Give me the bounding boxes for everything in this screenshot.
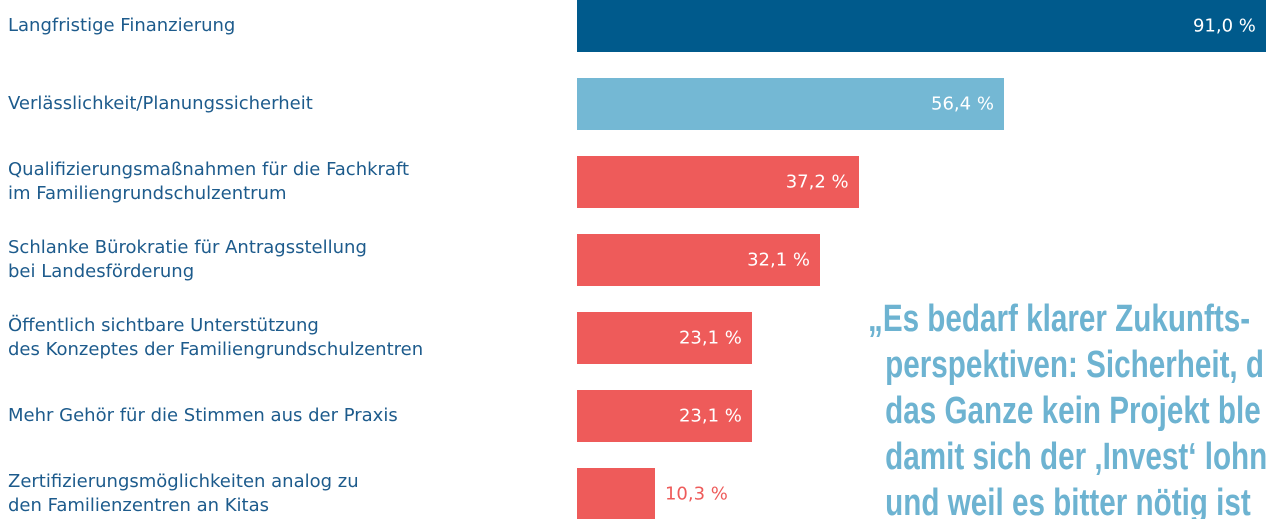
value-label: 37,2 %	[785, 171, 849, 193]
category-label: Schlanke Bürokratie für Antragsstellung …	[8, 237, 367, 282]
bar	[577, 0, 1266, 52]
bar	[577, 78, 1004, 130]
quote: „Es bedarf klarer Zukunfts-perspektiven:…	[868, 296, 1266, 519]
value-label: 10,3 %	[664, 483, 728, 505]
quote-line: damit sich der ‚Invest‘ lohn	[885, 436, 1266, 478]
value-label: 56,4 %	[931, 93, 994, 115]
bar	[577, 312, 752, 364]
value-label: 32,1 %	[747, 249, 810, 271]
value-label: 23,1 %	[678, 327, 742, 349]
bar	[577, 234, 820, 286]
quote-line: perspektiven: Sicherheit, d	[885, 344, 1265, 386]
bar	[577, 156, 859, 208]
quote-line: das Ganze kein Projekt ble	[885, 390, 1261, 432]
category-label: Verlässlichkeit/Planungssicherheit	[8, 93, 313, 114]
value-label: 91,0 %	[1192, 15, 1256, 37]
category-label: Öffentlich sichtbare Unterstützung des K…	[8, 315, 424, 360]
quote-line: und weil es bitter nötig ist	[885, 482, 1251, 519]
bar	[577, 468, 655, 519]
category-label: Langfristige Finanzierung	[8, 15, 236, 36]
category-label: Zertifizierungsmöglichkeiten analog zu d…	[8, 471, 359, 516]
value-label: 23,1 %	[678, 405, 742, 427]
category-label: Mehr Gehör für die Stimmen aus der Praxi…	[8, 405, 398, 426]
category-label: Qualifizierungsmaßnahmen für die Fachkra…	[8, 159, 410, 204]
bar	[577, 390, 752, 442]
quote-line: „Es bedarf klarer Zukunfts-	[868, 298, 1251, 340]
